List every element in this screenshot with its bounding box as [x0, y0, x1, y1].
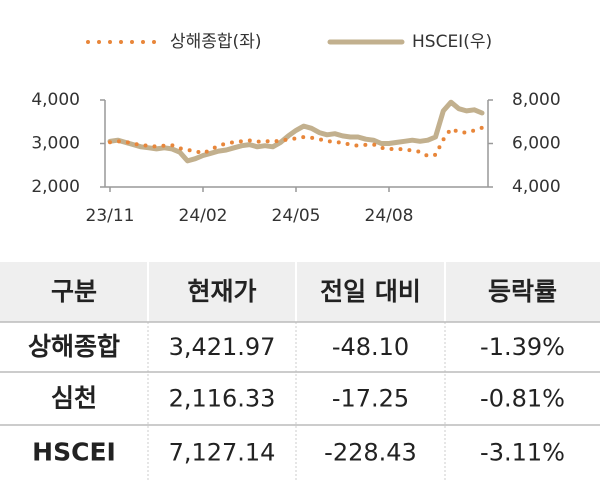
series-line — [108, 125, 484, 159]
table-cell: 2,116.33 — [169, 385, 276, 413]
x-tick-label: 24/02 — [179, 206, 228, 226]
table-cell: -48.10 — [332, 333, 409, 361]
series-line — [107, 99, 485, 164]
legend-label: 상해종합(좌) — [170, 32, 261, 52]
table-cell: -3.11% — [480, 439, 565, 467]
table-header-cell: 현재가 — [187, 277, 256, 306]
table-header-bg — [0, 262, 600, 322]
table-header-cell: 등락률 — [488, 277, 557, 306]
legend-label: HSCEI(우) — [412, 32, 492, 52]
table-cell: -1.39% — [480, 333, 565, 361]
x-tick-label: 23/11 — [86, 206, 135, 226]
y-tick-label: 4,000 — [31, 90, 80, 110]
table-cell: 심천 — [51, 384, 97, 413]
table-cell: -17.25 — [332, 385, 409, 413]
table-cell: -228.43 — [324, 439, 417, 467]
y2-tick-label: 8,000 — [512, 90, 561, 110]
table-cell: 3,421.97 — [169, 333, 276, 361]
x-tick-label: 24/08 — [365, 206, 414, 226]
table-cell: -0.81% — [480, 385, 565, 413]
y2-tick-label: 4,000 — [512, 177, 561, 197]
table-cell: HSCEI — [32, 438, 116, 467]
y-tick-label: 2,000 — [31, 177, 80, 197]
x-tick-label: 24/05 — [272, 206, 321, 226]
table-header-cell: 전일 대비 — [320, 277, 421, 306]
y2-tick-label: 6,000 — [512, 134, 561, 154]
table-cell: 7,127.14 — [169, 439, 276, 467]
table-cell: 상해종합 — [28, 332, 120, 361]
y-tick-label: 3,000 — [31, 134, 80, 154]
table-header-cell: 구분 — [51, 277, 97, 306]
